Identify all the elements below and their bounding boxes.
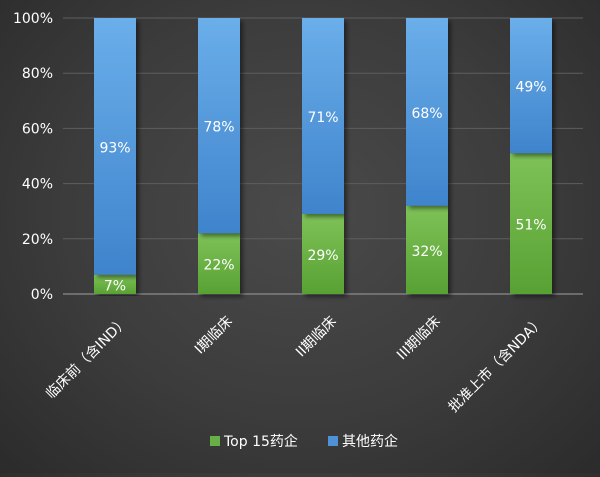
bar-top15 bbox=[198, 233, 240, 294]
x-tick-label: 批准上市（含NDA） bbox=[445, 313, 548, 416]
bar-top15 bbox=[406, 205, 448, 294]
legend-label: Top 15药企 bbox=[223, 433, 298, 450]
x-tick-label: I期临床 bbox=[192, 314, 236, 358]
bar-others bbox=[406, 18, 448, 206]
x-tick-label: 临床前（含IND） bbox=[42, 313, 131, 402]
bar-others bbox=[198, 18, 240, 234]
data-label: 68% bbox=[411, 106, 442, 122]
x-tick-label: II期临床 bbox=[293, 314, 340, 361]
bar-others bbox=[510, 18, 552, 154]
data-label: 29% bbox=[307, 248, 338, 264]
y-axis-ticks: 0% 20% 40% 60% 80% 100% bbox=[13, 11, 53, 303]
bar-top15 bbox=[94, 274, 136, 294]
data-label: 22% bbox=[203, 258, 234, 274]
legend-label: 其他药企 bbox=[342, 433, 398, 450]
data-label: 93% bbox=[99, 140, 130, 156]
data-label: 49% bbox=[515, 80, 546, 96]
y-tick-label: 60% bbox=[22, 121, 53, 137]
legend-swatch bbox=[328, 436, 338, 446]
y-tick-label: 0% bbox=[31, 287, 53, 303]
data-label: 51% bbox=[515, 218, 546, 234]
data-label: 78% bbox=[203, 120, 234, 136]
data-label: 71% bbox=[307, 110, 338, 126]
y-tick-label: 40% bbox=[22, 177, 53, 193]
bar-top15 bbox=[510, 153, 552, 294]
data-labels: 7% 93% 22% 78% 29% 71% 32% 68% 51% 49% bbox=[99, 80, 546, 295]
y-tick-label: 80% bbox=[22, 66, 53, 82]
bar-top15 bbox=[302, 213, 344, 294]
legend-swatch bbox=[210, 436, 220, 446]
x-tick-label: III期临床 bbox=[394, 314, 444, 364]
x-axis-ticks: 临床前（含IND） I期临床 II期临床 III期临床 批准上市（含NDA） bbox=[42, 313, 547, 416]
y-tick-label: 20% bbox=[22, 232, 53, 248]
bar-others bbox=[94, 18, 136, 275]
data-label: 32% bbox=[411, 244, 442, 260]
y-tick-label: 100% bbox=[13, 11, 53, 27]
bars bbox=[94, 18, 552, 294]
legend: Top 15药企 其他药企 bbox=[210, 433, 398, 450]
bar-others bbox=[302, 18, 344, 214]
data-label: 7% bbox=[104, 278, 126, 294]
